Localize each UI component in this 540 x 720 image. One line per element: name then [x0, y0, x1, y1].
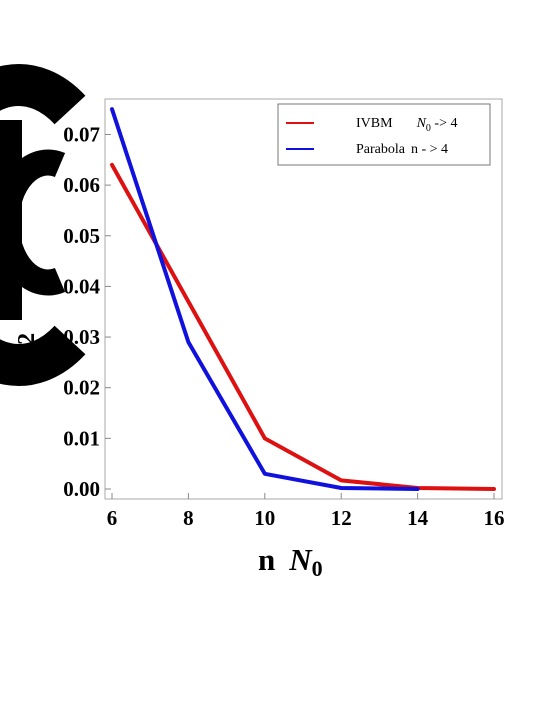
data-point-parabola — [186, 340, 190, 344]
data-point-ivbm — [492, 487, 496, 491]
legend-label-ivbm: IVBM N0 -> 4 — [356, 116, 457, 134]
y-tick-label: 0.00 — [63, 477, 100, 501]
data-point-parabola — [263, 472, 267, 476]
x-tick-label: 10 — [254, 506, 275, 530]
ticks-layer: 6 8 10 12 14 160.000.010.020.030.040.050.060.… — [63, 122, 504, 530]
y-tick-label: 0.01 — [63, 426, 100, 450]
data-point-ivbm — [263, 436, 267, 440]
data-point-parabola — [416, 487, 420, 491]
legend: IVBM N0 -> 4 Parabola n - > 4 — [277, 103, 491, 166]
legend-label-ivbm-subscript: 0 — [426, 123, 431, 134]
x-tick-label: 12 — [331, 506, 352, 530]
x-axis-title-symbol: N — [288, 542, 313, 577]
legend-label-ivbm-suffix: -> 4 — [431, 116, 458, 131]
series-line-parabola — [110, 107, 420, 491]
x-tick-label: 8 — [183, 506, 194, 530]
data-point-ivbm — [186, 300, 190, 304]
legend-label-parabola-name: Parabola — [356, 142, 406, 157]
x-axis-title: n N0 — [258, 542, 323, 581]
y-tick-label: 0.05 — [63, 224, 100, 248]
y-tick-label: 0.07 — [63, 122, 100, 146]
ring-overlay-icon — [0, 64, 86, 386]
x-axis-title-subscript: 0 — [312, 556, 323, 581]
y-tick-label: 0.06 — [63, 173, 100, 197]
x-tick-label: 6 — [107, 506, 118, 530]
y-tick-label: 0.04 — [63, 274, 100, 298]
series-line-ivbm — [110, 162, 496, 491]
plot-frame — [104, 98, 503, 500]
legend-label-ivbm-symbol: N — [416, 116, 427, 131]
legend-label-parabola: Parabola n - > 4 — [356, 142, 448, 157]
data-point-ivbm — [339, 478, 343, 482]
x-tick-label: 14 — [407, 506, 429, 530]
legend-box — [277, 103, 491, 166]
data-point-parabola — [110, 107, 114, 111]
series-layer — [110, 107, 496, 491]
x-tick-label: 16 — [484, 506, 505, 530]
data-point-ivbm — [110, 163, 114, 167]
y-tick-label: 0.02 — [63, 376, 100, 400]
legend-label-parabola-extra: n - > 4 — [411, 142, 448, 157]
x-axis-title-n: n — [258, 542, 275, 577]
legend-label-ivbm-name: IVBM — [356, 116, 393, 131]
data-point-parabola — [339, 486, 343, 490]
